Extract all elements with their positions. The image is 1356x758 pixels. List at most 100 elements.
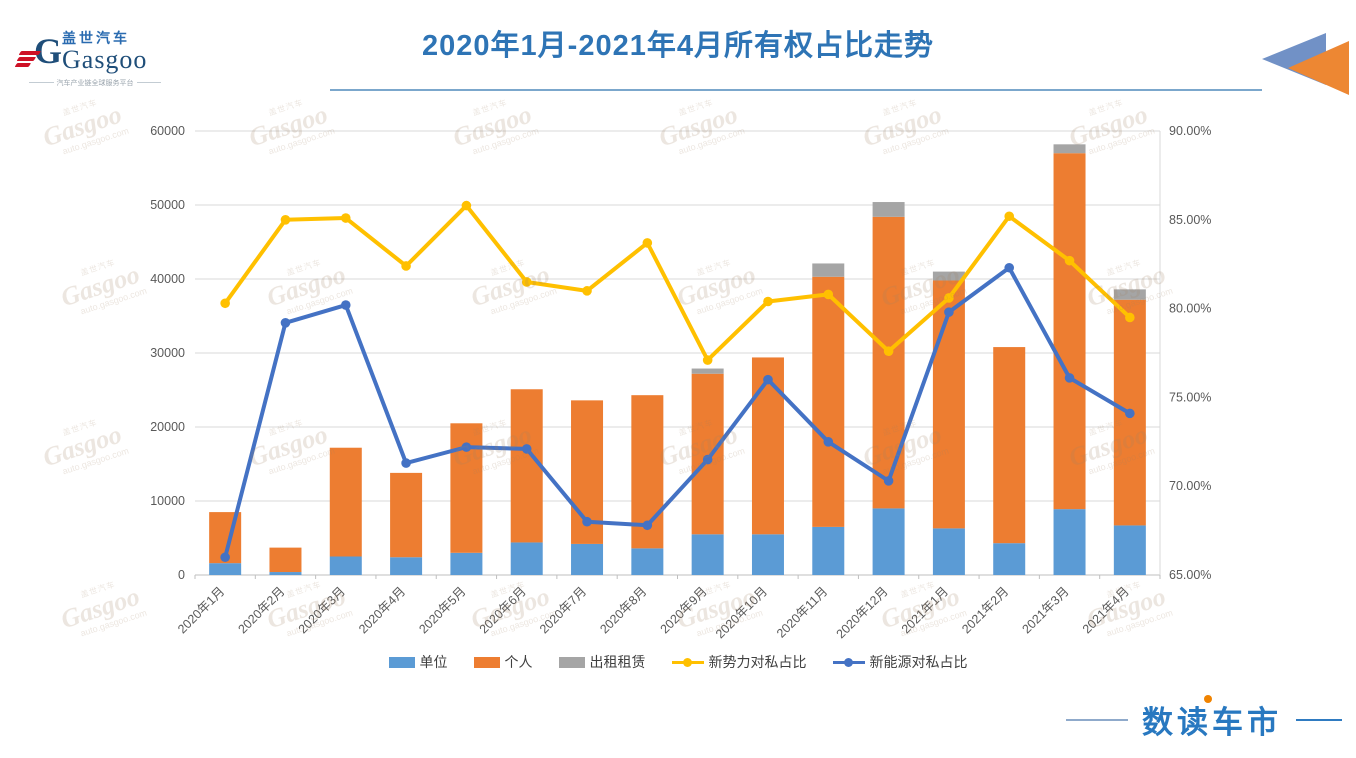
left-axis-tick-label: 20000 — [150, 420, 185, 434]
left-axis-tick-label: 60000 — [150, 124, 185, 138]
legend-swatch-new-force-ratio — [671, 656, 704, 669]
legend-label-unit: 单位 — [419, 654, 448, 670]
new-force-ratio-marker — [461, 200, 472, 211]
new-force-ratio-marker — [1004, 211, 1015, 222]
x-axis-label: 2020年3月 — [296, 584, 348, 636]
footer-brand-wrap: 数读车市 — [1142, 695, 1282, 742]
new-energy-ratio-marker — [1064, 373, 1075, 383]
bar-segment-unit — [450, 552, 483, 575]
x-axis-label: 2020年2月 — [235, 584, 287, 636]
new-force-ratio-marker — [702, 355, 713, 365]
new-force-ratio-marker — [582, 286, 592, 296]
x-axis-label: 2021年4月 — [1080, 584, 1132, 636]
new-energy-ratio-marker — [401, 458, 411, 468]
title-divider — [330, 89, 1262, 91]
x-axis-label: 2020年5月 — [416, 584, 468, 636]
left-axis-tick-label: 0 — [178, 568, 185, 582]
bar-segment-unit — [751, 534, 784, 575]
new-energy-ratio-marker — [944, 307, 954, 317]
bar-segment-unit — [691, 534, 724, 575]
new-force-ratio-marker — [823, 289, 834, 300]
x-axis-label: 2020年4月 — [356, 584, 408, 636]
right-axis-tick-label: 65.00% — [1169, 568, 1211, 582]
gasgoo-logo: G 盖世汽车 Gasgoo 汽车产业链全球服务平台 — [14, 28, 164, 88]
right-axis-tick-label: 75.00% — [1169, 390, 1211, 404]
left-axis-tick-label: 30000 — [150, 346, 185, 360]
bar-segment-unit — [209, 563, 242, 575]
right-axis-tick-label: 85.00% — [1169, 213, 1211, 227]
new-force-ratio-marker — [521, 277, 532, 287]
new-force-ratio-marker — [1125, 312, 1135, 323]
gasgoo-logo-en: Gasgoo — [62, 45, 148, 74]
gasgoo-logo-icon: G — [14, 31, 62, 73]
new-force-ratio-marker — [1064, 255, 1075, 266]
legend-label-rental: 出租租赁 — [589, 654, 646, 670]
new-force-ratio-marker — [401, 261, 411, 271]
new-force-ratio-marker — [763, 296, 773, 307]
legend-item-rental: 出租租赁 — [558, 652, 646, 672]
bar-segment-unit — [329, 556, 362, 575]
bar-segment-personal — [872, 216, 905, 509]
bar-segment-personal — [812, 276, 845, 527]
bar-segment-personal — [269, 547, 302, 573]
new-force-ratio-marker — [642, 238, 653, 248]
bar-segment-unit — [993, 543, 1026, 575]
footer-brand-orange-dot — [1204, 695, 1212, 703]
new-energy-ratio-marker — [763, 374, 773, 385]
legend-label-new-energy-ratio: 新能源对私占比 — [869, 654, 968, 670]
x-axis-label: 2020年10月 — [713, 584, 770, 641]
bar-segment-personal — [390, 472, 423, 558]
new-energy-ratio-marker — [642, 520, 653, 531]
gasgoo-tagline-text: 汽车产业链全球服务平台 — [56, 79, 134, 87]
bar-segment-unit — [872, 508, 905, 575]
legend-swatch-unit — [388, 656, 415, 668]
legend-item-unit: 单位 — [388, 652, 448, 672]
right-axis-tick-label: 80.00% — [1169, 302, 1211, 316]
legend-item-new-energy-ratio: 新能源对私占比 — [832, 652, 968, 672]
new-force-ratio-line — [223, 203, 1132, 363]
bar-segment-personal — [1053, 153, 1086, 510]
legend-item-new-force-ratio: 新势力对私占比 — [671, 652, 807, 672]
x-axis-label: 2020年6月 — [477, 584, 529, 636]
bar-segment-unit — [390, 557, 423, 575]
bar-segment-personal — [932, 280, 965, 529]
left-axis-tick-label: 40000 — [150, 272, 185, 286]
x-axis-label: 2021年3月 — [1019, 584, 1071, 636]
bar-segment-unit — [631, 548, 664, 575]
bar-segment-rental — [1053, 144, 1086, 154]
bar-segment-rental — [1113, 289, 1146, 300]
new-energy-ratio-marker — [461, 442, 472, 452]
new-force-ratio-marker — [944, 293, 954, 303]
x-axis-label: 2020年7月 — [537, 584, 589, 636]
x-axis-label: 2021年2月 — [959, 584, 1011, 636]
bar-segment-unit — [812, 526, 845, 575]
x-axis-label: 2020年12月 — [834, 584, 891, 641]
new-energy-ratio-marker — [220, 552, 230, 563]
legend-label-new-force-ratio: 新势力对私占比 — [708, 654, 807, 670]
gasgoo-tagline: 汽车产业链全球服务平台 — [26, 78, 164, 88]
bar-segment-unit — [510, 542, 543, 575]
footer-brand-text: 数读车市 — [1142, 705, 1282, 740]
legend-swatch-rental — [558, 656, 585, 668]
page-title: 2020年1月-2021年4月所有权占比走势 — [422, 30, 934, 62]
bar-segment-personal — [329, 447, 362, 557]
new-energy-ratio-marker — [582, 516, 592, 527]
footer-right-dash — [1296, 718, 1342, 721]
new-force-ratio-marker — [340, 213, 351, 223]
left-axis-tick-label: 50000 — [150, 198, 185, 212]
new-energy-ratio-marker — [1004, 262, 1015, 273]
orange-triangle-icon — [1288, 41, 1349, 95]
bar-segment-personal — [691, 373, 724, 535]
new-energy-ratio-line — [223, 265, 1132, 560]
gasgoo-logo-cn: 盖世汽车 — [62, 30, 130, 46]
bar-segment-personal — [510, 389, 543, 543]
bar-segment-personal — [751, 357, 784, 535]
chart-legend: 单位 个人 出租租赁 新势力对私占比 新能源对私占比 — [0, 652, 1356, 672]
new-force-ratio-marker — [280, 215, 291, 225]
x-axis-label: 2020年8月 — [597, 584, 649, 636]
bar-segment-personal — [993, 347, 1026, 544]
x-axis-label: 2021年1月 — [899, 584, 951, 636]
legend-label-personal: 个人 — [504, 654, 533, 670]
